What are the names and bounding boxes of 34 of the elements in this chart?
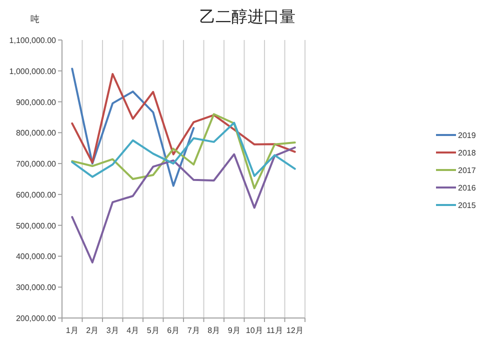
x-tick-label: 3月: [106, 326, 119, 335]
x-tick-label: 8月: [208, 326, 220, 335]
x-tick-label: 11月: [266, 326, 283, 335]
line-series: [71, 68, 195, 187]
y-tick-label: 500,000.00: [16, 221, 57, 230]
x-tick-label: 12月: [286, 326, 304, 335]
x-tick-label: 5月: [146, 326, 160, 335]
line-series: [71, 122, 296, 178]
legend-label: 2019: [458, 131, 476, 140]
x-tick-label: 1月: [66, 326, 78, 335]
y-tick-label: 200,000.00: [16, 314, 57, 323]
line-series: [71, 146, 296, 264]
x-tick-label: 7月: [187, 326, 200, 335]
y-tick-label: 1,100,000.00: [9, 36, 57, 45]
chart-title: 乙二醇进口量: [200, 8, 296, 26]
x-tick-label: 6月: [167, 326, 180, 335]
x-tick-label: 10月: [246, 326, 263, 335]
legend-label: 2015: [458, 201, 476, 210]
legend-label: 2017: [458, 166, 476, 175]
y-tick-label: 800,000.00: [16, 128, 57, 138]
y-tick-label: 400,000.00: [16, 252, 57, 262]
x-tick-label: 2月: [86, 326, 99, 335]
x-tick-label: 4月: [126, 326, 140, 335]
legend-label: 2018: [458, 148, 476, 158]
y-tick-label: 600,000.00: [16, 190, 57, 200]
y-tick-label: 700,000.00: [16, 160, 57, 169]
y-axis-title: 吨: [30, 14, 40, 24]
line-series: [71, 113, 296, 190]
y-tick-label: 1,000,000.00: [9, 66, 57, 76]
line-series: [71, 72, 296, 164]
y-tick-label: 900,000.00: [16, 98, 57, 107]
legend-label: 2016: [458, 184, 476, 192]
y-tick-label: 300,000.00: [16, 283, 57, 292]
x-tick-label: 9月: [228, 326, 240, 335]
